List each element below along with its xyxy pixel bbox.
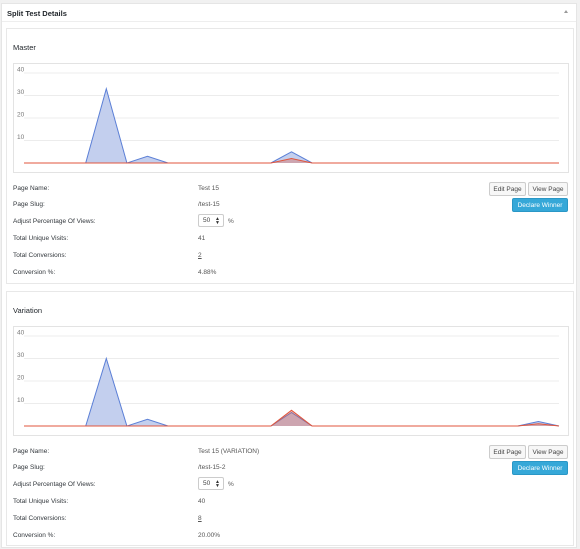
total-unique-visits-label: Total Unique Visits: — [13, 498, 69, 505]
total-conversions-link[interactable]: 8 — [198, 515, 202, 522]
chart-svg: 40 30 20 10 — [17, 330, 560, 427]
percentage-value: 50 — [203, 217, 211, 224]
conversion-pct-label: Conversion %: — [13, 532, 56, 539]
series-line — [24, 409, 560, 427]
percentage-select[interactable]: 50 ▲ ▼ — [198, 477, 224, 490]
view-page-button[interactable]: View Page — [528, 445, 568, 459]
y-tick-label: 20 — [17, 375, 25, 382]
percentage-select[interactable]: 50 ▲ ▼ — [198, 214, 224, 227]
split-test-details-box: Split Test Details Master 40 30 20 10 Page … — [1, 3, 577, 548]
chart-variation: 40 30 20 10 — [13, 326, 569, 436]
y-tick-label: 40 — [17, 67, 25, 74]
conversion-pct-value: 20.00% — [198, 532, 221, 539]
total-unique-visits-value: 41 — [198, 235, 206, 242]
y-tick-label: 10 — [17, 134, 25, 141]
page-slug-value: /test-15 — [198, 201, 220, 208]
edit-page-button[interactable]: Edit Page — [489, 445, 526, 459]
total-conversions-link[interactable]: 2 — [198, 252, 202, 259]
y-tick-label: 30 — [17, 89, 25, 96]
variant-panel-master: Master 40 30 20 10 Page Name: Test 15 Edit … — [6, 28, 574, 284]
variant-panel-variation: Variation 40 30 20 10 Page Name: Test 15 (V… — [6, 291, 574, 546]
view-page-button[interactable]: View Page — [528, 182, 568, 196]
collapse-toggle-icon[interactable] — [564, 10, 568, 13]
box-title: Split Test Details — [7, 9, 67, 18]
percentage-value: 50 — [203, 480, 211, 487]
total-unique-visits-label: Total Unique Visits: — [13, 235, 69, 242]
box-header: Split Test Details — [2, 4, 576, 22]
conversion-pct-label: Conversion %: — [13, 269, 56, 276]
total-conversions-label: Total Conversions: — [13, 252, 67, 259]
updown-icon: ▲ ▼ — [215, 479, 220, 489]
conversion-pct-value: 4.88% — [198, 269, 217, 276]
chart-svg: 40 30 20 10 — [17, 67, 559, 164]
series-area — [24, 410, 559, 426]
page-name-value: Test 15 (VARIATION) — [198, 448, 260, 455]
page-name-value: Test 15 — [198, 185, 219, 192]
variant-title: Master — [13, 43, 36, 52]
series-area — [24, 158, 559, 163]
series-line — [24, 157, 559, 164]
adjust-percentage-label: Adjust Percentage Of Views: — [13, 481, 96, 488]
total-conversions-label: Total Conversions: — [13, 515, 67, 522]
y-tick-label: 20 — [17, 112, 25, 119]
variant-title: Variation — [13, 306, 43, 315]
percent-sign: % — [228, 481, 234, 488]
y-tick-label: 40 — [17, 330, 25, 337]
declare-winner-button[interactable]: Declare Winner — [512, 198, 568, 212]
adjust-percentage-label: Adjust Percentage Of Views: — [13, 218, 96, 225]
total-unique-visits-value: 40 — [198, 498, 206, 505]
declare-winner-button[interactable]: Declare Winner — [512, 461, 568, 475]
updown-icon: ▲ ▼ — [215, 216, 220, 226]
page-name-label: Page Name: — [13, 448, 50, 455]
chart-master: 40 30 20 10 — [13, 63, 569, 173]
y-tick-label: 10 — [17, 397, 25, 404]
y-tick-label: 30 — [17, 352, 25, 359]
page-name-label: Page Name: — [13, 185, 50, 192]
edit-page-button[interactable]: Edit Page — [489, 182, 526, 196]
page-slug-value: /test-15-2 — [198, 464, 226, 471]
page-slug-label: Page Slug: — [13, 464, 45, 471]
page-slug-label: Page Slug: — [13, 201, 45, 208]
percent-sign: % — [228, 218, 234, 225]
